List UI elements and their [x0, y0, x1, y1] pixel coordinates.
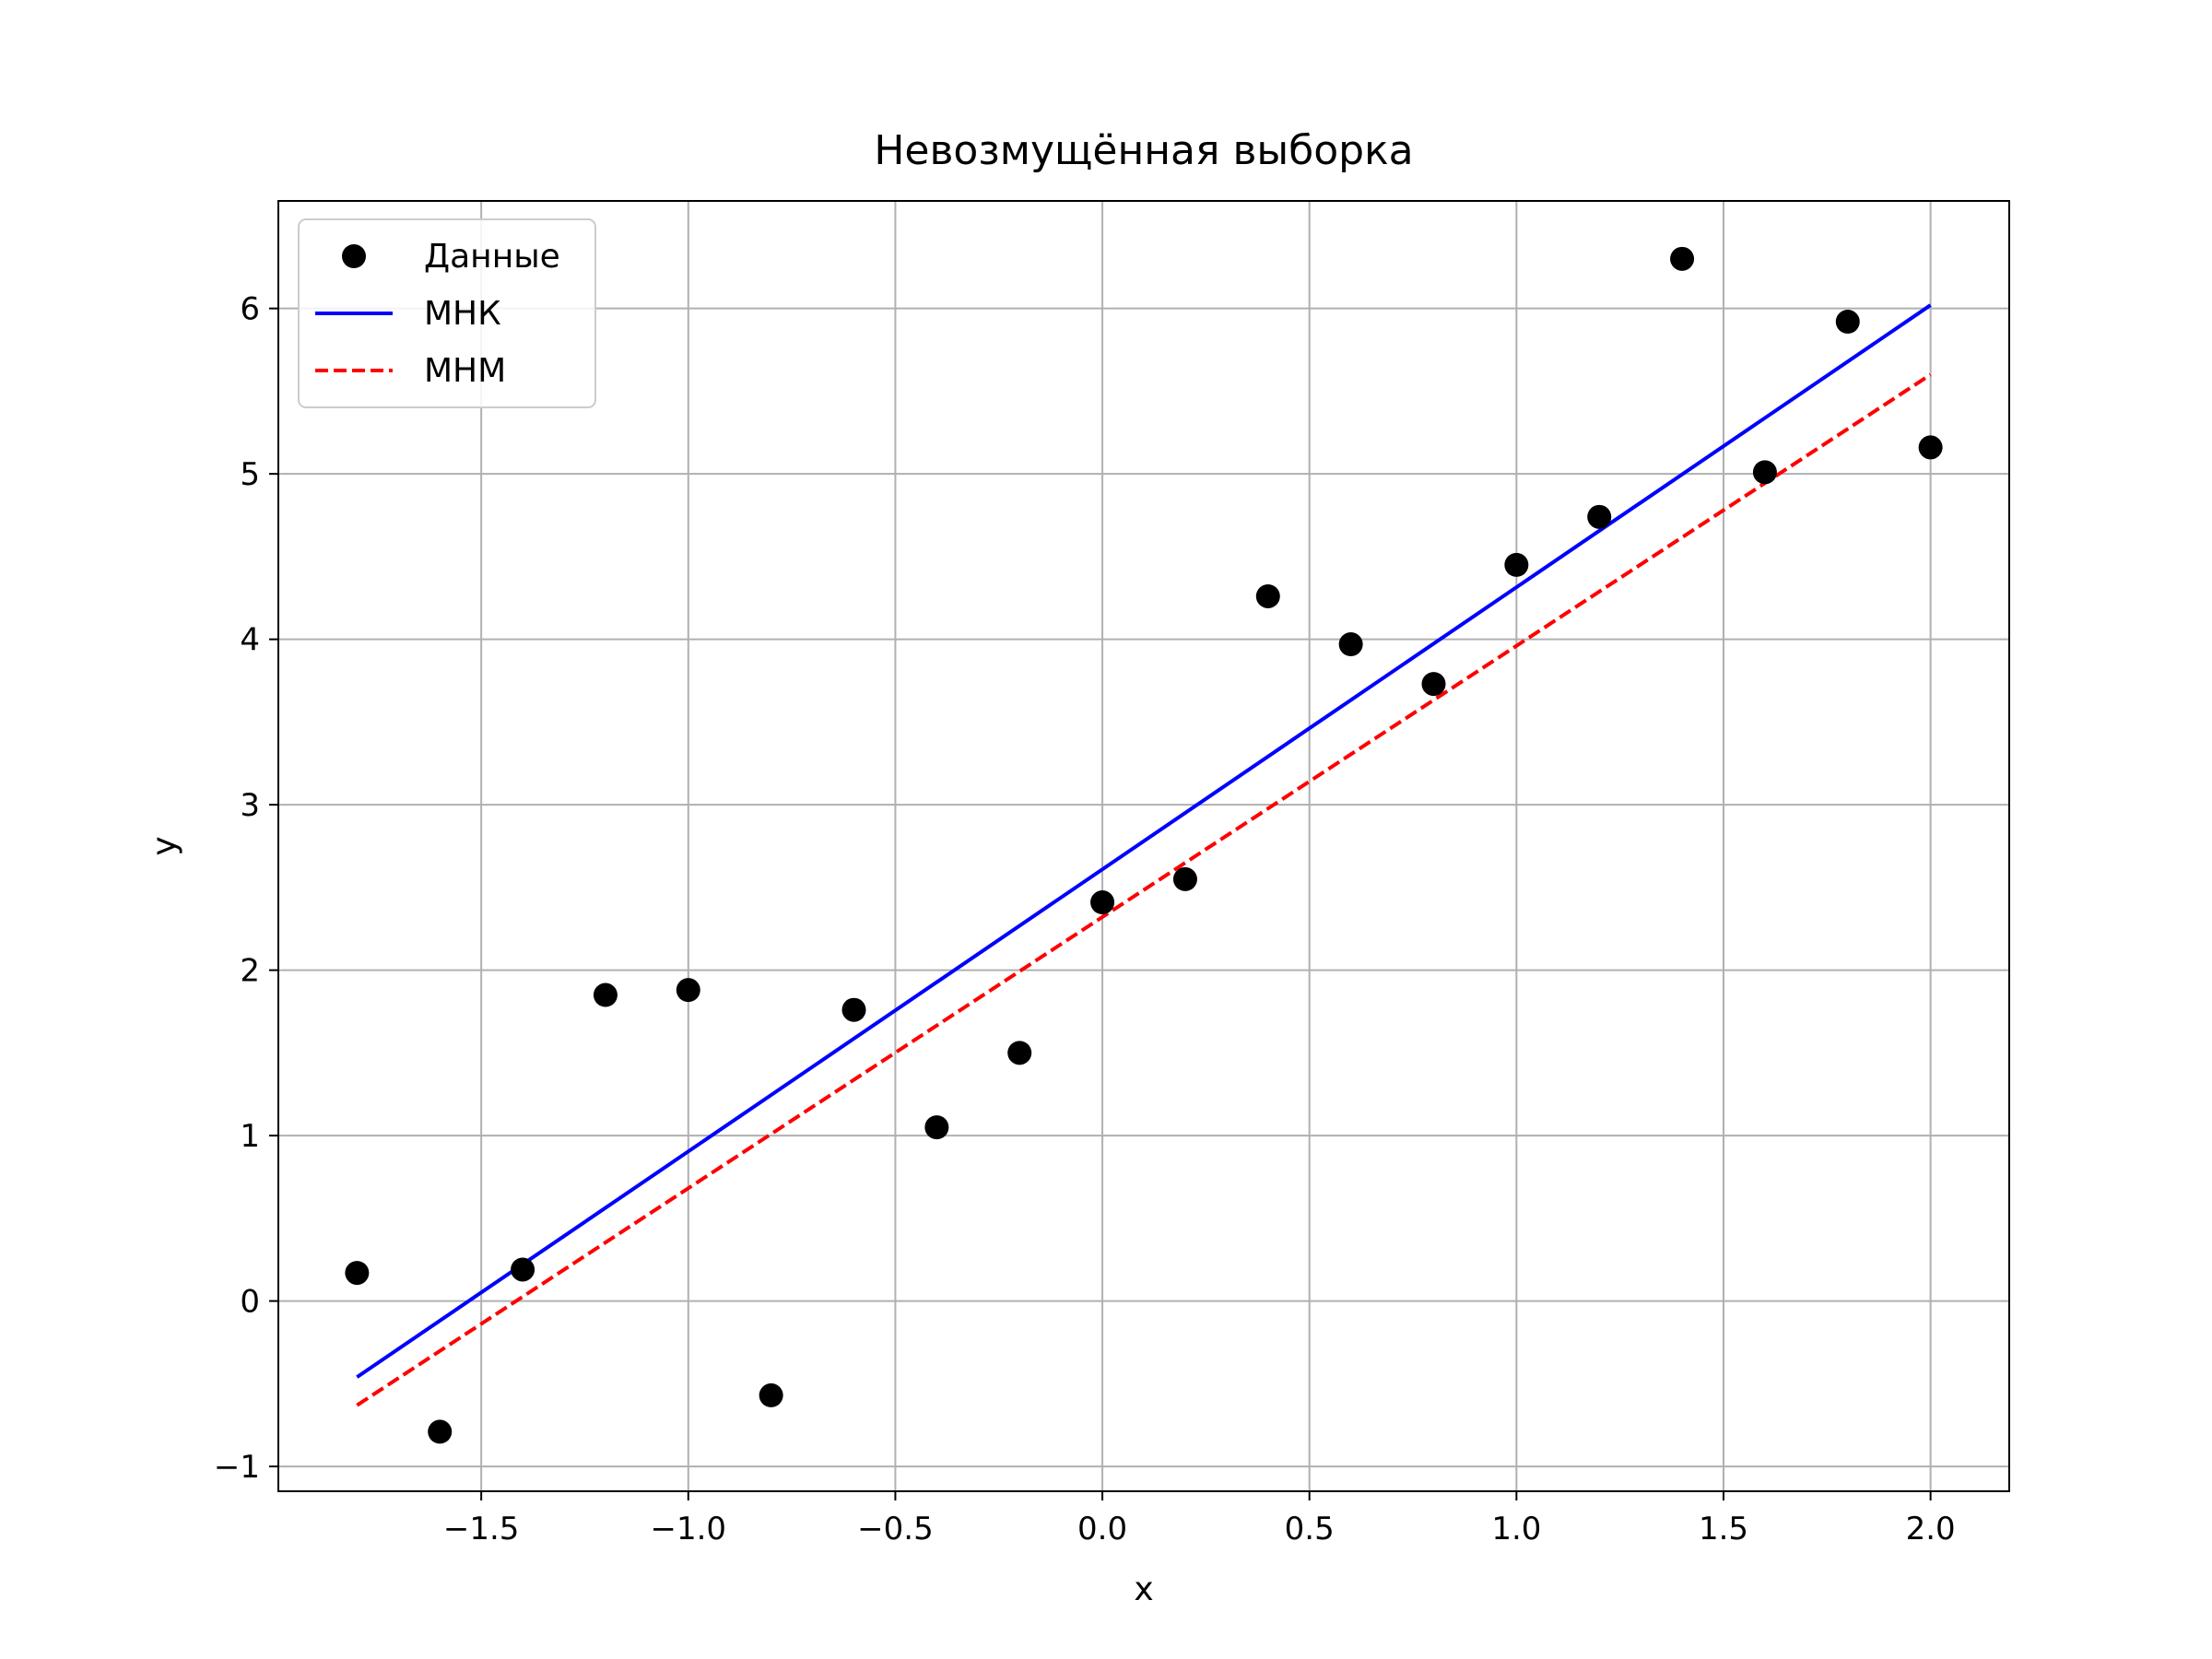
data-point: [1835, 310, 1860, 335]
data-point: [511, 1257, 535, 1282]
legend: Данные МНК МНМ: [298, 218, 596, 408]
x-axis-label: x: [1134, 1571, 1153, 1608]
y-tick-label: 3: [240, 787, 260, 824]
y-axis-ticks: −1 0 1 2 3 4 5 6: [214, 291, 278, 1486]
data-point: [1421, 672, 1446, 697]
x-tick-label: 0.5: [1285, 1511, 1335, 1547]
y-tick-label: 1: [240, 1118, 260, 1155]
data-point: [345, 1261, 370, 1286]
data-point: [1587, 504, 1612, 529]
y-tick-label: 6: [240, 291, 260, 328]
legend-label: Данные: [424, 238, 560, 276]
data-point: [1255, 583, 1280, 608]
data-point: [1504, 552, 1529, 577]
y-tick-label: 0: [240, 1284, 260, 1321]
plot-frame: [277, 200, 2010, 1492]
data-point: [1338, 632, 1363, 657]
grid: [278, 201, 2009, 1491]
y-axis-label: y: [146, 836, 183, 855]
legend-label: МНМ: [424, 352, 506, 390]
y-tick-label: 4: [240, 622, 260, 659]
legend-point-marker: [342, 244, 366, 268]
x-tick-label: 1.0: [1491, 1511, 1541, 1547]
x-tick-label: 0.0: [1077, 1511, 1127, 1547]
data-point: [841, 997, 866, 1022]
data-point: [1670, 246, 1695, 271]
y-tick-label: 2: [240, 953, 260, 990]
scatter-points: [345, 246, 1943, 1444]
y-tick-label: 5: [240, 456, 260, 493]
data-point: [1090, 890, 1115, 915]
x-axis-ticks: −1.5 −1.0 −0.5 0.0 0.5 1.0 1.5 2.0: [443, 1491, 1956, 1547]
y-tick-label: −1: [214, 1449, 260, 1486]
x-tick-label: −1.0: [651, 1511, 727, 1547]
data-point: [924, 1115, 949, 1140]
data-point: [593, 982, 618, 1007]
series-line-mnk: [356, 303, 1932, 1379]
x-tick-label: −1.5: [443, 1511, 520, 1547]
x-tick-label: 1.5: [1699, 1511, 1748, 1547]
legend-label: МНК: [424, 295, 501, 333]
data-point: [676, 978, 700, 1003]
x-tick-label: −0.5: [857, 1511, 934, 1547]
series-line-mnm: [356, 372, 1932, 1407]
x-tick-label: 2.0: [1906, 1511, 1956, 1547]
chart-title: Невозмущённая выборка: [874, 127, 1413, 174]
data-point: [759, 1382, 783, 1407]
data-point: [1918, 435, 1943, 460]
data-point: [1752, 460, 1777, 485]
data-point: [428, 1419, 453, 1444]
data-point: [1007, 1041, 1032, 1065]
legend-box: [298, 218, 596, 408]
data-point: [1172, 866, 1197, 891]
series-lines: [356, 303, 1932, 1407]
